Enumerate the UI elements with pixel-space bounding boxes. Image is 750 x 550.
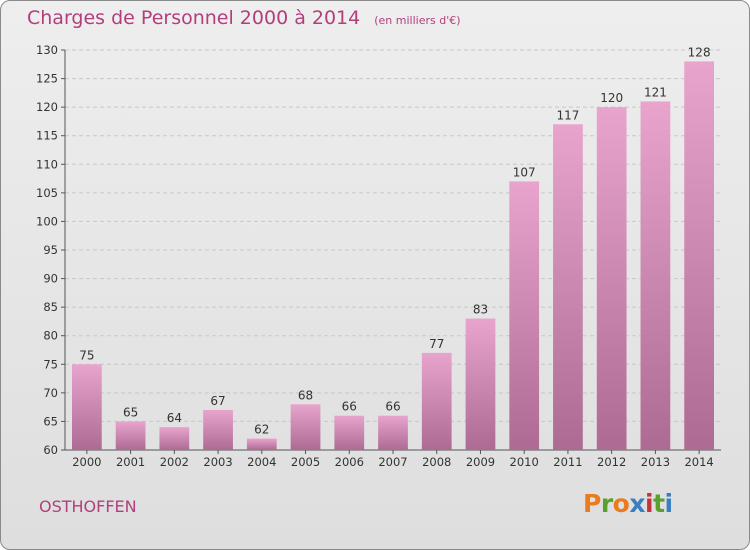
x-tick-label: 2000: [72, 455, 101, 469]
bar-value-label: 117: [556, 108, 579, 122]
x-tick-label: 2010: [510, 455, 539, 469]
bar: [378, 415, 408, 450]
y-tick-label: 110: [36, 157, 58, 171]
y-tick-label: 70: [43, 386, 58, 400]
commune-name: OSTHOFFEN: [39, 497, 137, 516]
logo-letter: r: [600, 489, 613, 518]
bar-value-label: 62: [254, 423, 269, 437]
chart-title: Charges de Personnel 2000 à 2014 (en mill…: [27, 7, 461, 29]
bar-value-label: 107: [513, 165, 536, 179]
bar: [290, 404, 321, 450]
bar: [71, 364, 102, 450]
logo-letter: o: [612, 489, 630, 518]
bar-value-label: 66: [342, 400, 357, 414]
y-tick-label: 65: [43, 414, 58, 428]
y-tick-label: 115: [36, 129, 58, 143]
bar-value-label: 65: [123, 405, 138, 419]
chart-subtitle: (en milliers d'€): [374, 14, 461, 27]
y-tick-label: 130: [36, 43, 58, 57]
proxiti-logo: Proxiti: [583, 489, 673, 518]
bar-value-label: 77: [429, 337, 444, 351]
x-tick-label: 2012: [597, 455, 626, 469]
x-tick-label: 2005: [291, 455, 320, 469]
bar: [421, 352, 452, 450]
bar-value-label: 66: [385, 400, 400, 414]
bar: [465, 318, 496, 450]
y-tick-label: 75: [43, 357, 58, 371]
bar: [159, 427, 190, 450]
x-tick-label: 2011: [553, 455, 582, 469]
bar: [246, 438, 277, 450]
bar-value-label: 64: [167, 411, 182, 425]
y-tick-labels: 60 65 70 75 80 85 90 95 100 105 110 115 120 125 130: [36, 43, 58, 457]
bar: [203, 410, 233, 450]
bar: [553, 124, 583, 451]
bar: [640, 101, 671, 450]
y-tick-label: 80: [43, 329, 58, 343]
bar-value-label: 120: [600, 91, 623, 105]
y-tick-label: 100: [36, 214, 58, 228]
x-tick-label: 2004: [247, 455, 276, 469]
y-tick-label: 95: [43, 243, 58, 257]
logo-letter: P: [583, 489, 601, 518]
value-labels: 75 65 64 67 62 68 66 66 77 83 107 117 120 121 128: [79, 45, 710, 436]
bar-value-label: 75: [79, 348, 94, 362]
bar-value-label: 121: [644, 85, 667, 99]
logo-letter: t: [653, 489, 665, 518]
x-tick-label: 2013: [641, 455, 670, 469]
y-tick-label: 85: [43, 300, 58, 314]
x-tick-label: 2008: [422, 455, 451, 469]
x-tick-label: 2009: [466, 455, 495, 469]
logo-letter: i: [645, 489, 654, 518]
x-tick-labels: 2000 2001 2002 2003 2004 2005 2006 2007 2008 2009…: [72, 450, 714, 469]
y-tick-label: 105: [36, 186, 58, 200]
x-tick-label: 2001: [116, 455, 145, 469]
bar: [596, 107, 627, 451]
x-tick-label: 2007: [378, 455, 407, 469]
bar: [115, 421, 146, 450]
bar-value-label: 67: [210, 394, 225, 408]
bars: [71, 61, 715, 451]
bar: [684, 61, 715, 451]
chart-title-text: Charges de Personnel 2000 à 2014: [27, 7, 361, 29]
bar: [334, 415, 365, 450]
x-tick-label: 2003: [203, 455, 232, 469]
x-tick-label: 2006: [335, 455, 364, 469]
bar-value-label: 68: [298, 388, 313, 402]
y-tick-label: 90: [43, 272, 58, 286]
bar: [509, 181, 540, 450]
logo-letter: x: [629, 489, 645, 518]
logo-letter: i: [664, 489, 674, 518]
y-tick-label: 60: [43, 443, 58, 457]
bar-value-label: 128: [688, 45, 711, 59]
y-tick-label: 120: [36, 100, 58, 114]
bar-value-label: 83: [473, 303, 488, 317]
x-tick-label: 2014: [684, 455, 713, 469]
x-tick-label: 2002: [160, 455, 189, 469]
y-tick-label: 125: [36, 72, 58, 86]
